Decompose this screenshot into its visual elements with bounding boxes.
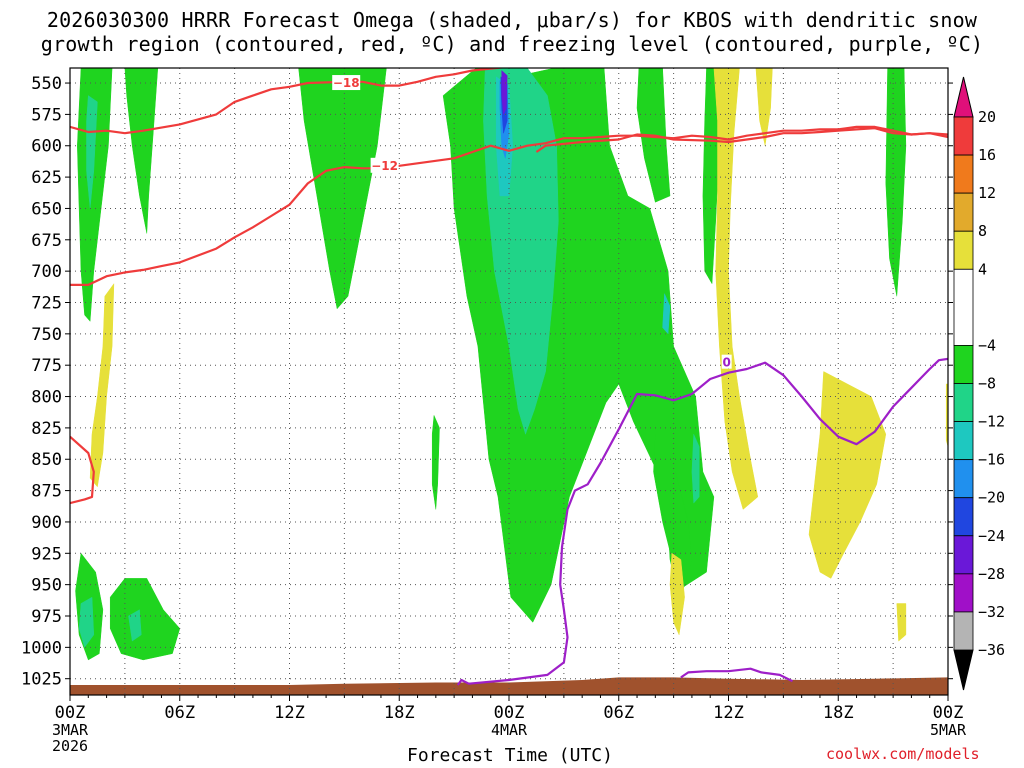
x-year-label: 2026: [52, 737, 88, 755]
colorbar-label: 12: [978, 184, 996, 202]
contour-label-bg: [332, 75, 361, 91]
y-tick-label: 625: [31, 168, 62, 188]
y-tick-label: 550: [31, 74, 62, 94]
dendritic-contour: [535, 127, 948, 153]
colorbar-band: [953, 497, 974, 537]
y-tick-label: 575: [31, 105, 62, 125]
colorbar-label: −8: [978, 375, 996, 393]
x-tick-label: 06Z: [164, 703, 195, 723]
watermark-link[interactable]: coolwx.com/models: [826, 745, 980, 763]
colorbar-band: [953, 421, 974, 461]
y-tick-label: 700: [31, 262, 62, 282]
colorbar-band: [953, 611, 974, 651]
omega-region-green-low-blob-2-6z: [109, 578, 181, 661]
y-tick-label: 725: [31, 293, 62, 313]
colorbar-band: [953, 268, 974, 346]
y-tick-label: 900: [31, 513, 62, 533]
colorbar-label: −12: [978, 413, 1005, 431]
omega-region-green-upper-band-3-5z: [124, 68, 159, 234]
colorbar-band: [953, 230, 974, 270]
y-tick-label: 650: [31, 199, 62, 219]
colorbar-band: [953, 535, 974, 575]
colorbar-band: [953, 573, 974, 613]
omega-region-violet-core-23-24z: [501, 69, 508, 116]
colorbar-label: 4: [978, 260, 987, 278]
colorbar-band: [953, 116, 974, 156]
colorbar-label: −24: [978, 527, 1005, 545]
x-tick-label: 12Z: [713, 703, 744, 723]
contour-label-bg: [370, 157, 399, 173]
colorbar-band: [953, 192, 974, 232]
freezing-level-contour-low: [680, 667, 793, 683]
colorbar-label: 8: [978, 222, 987, 240]
dendritic-contour-label: −12: [371, 159, 398, 173]
colorbar-label: 16: [978, 146, 996, 164]
y-tick-label: 775: [31, 356, 62, 376]
omega-region-teal-right-sliver-34z: [691, 434, 700, 504]
freezing-level-contour: [456, 357, 948, 686]
colorbar-top-cap: [953, 76, 974, 118]
x-tick-label: 06Z: [603, 703, 634, 723]
x-date-label: 4MAR: [491, 721, 528, 739]
y-tick-label: 975: [31, 607, 62, 627]
omega-region-yellow-dot-45z: [896, 603, 907, 642]
x-tick-label: 18Z: [823, 703, 854, 723]
colorbar-label: −16: [978, 451, 1005, 469]
omega-region-teal-low-blob-3-4z: [128, 609, 142, 642]
y-tick-label: 1025: [21, 670, 62, 690]
chart-title: 2026030300 HRRR Forecast Omega (shaded, …: [40, 8, 984, 56]
omega-region-green-upper-wedge-13-17z: [298, 68, 387, 310]
y-tick-label: 750: [31, 325, 62, 345]
y-tick-label: 800: [31, 388, 62, 408]
colorbar-bottom-cap: [953, 649, 974, 691]
x-tick-label: 00Z: [55, 703, 86, 723]
y-tick-label: 875: [31, 482, 62, 502]
y-tick-label: 925: [31, 544, 62, 564]
omega-region-yellow-column-35-38z: [713, 68, 759, 510]
x-date-label: 3MAR: [52, 721, 89, 739]
x-tick-label: 18Z: [384, 703, 415, 723]
y-tick-label: 825: [31, 419, 62, 439]
colorbar-label: −36: [978, 641, 1005, 659]
dendritic-contour: [70, 435, 95, 505]
x-tick-label: 00Z: [494, 703, 525, 723]
dendritic-contour-label: −18: [333, 76, 360, 90]
y-tick-label: 950: [31, 576, 62, 596]
omega-region-yellow-narrow-37z: [755, 68, 773, 146]
colorbar-label: −4: [978, 336, 996, 354]
dendritic-contour: [70, 125, 948, 286]
colorbar-band: [953, 345, 974, 384]
dendritic-contour: [70, 68, 508, 135]
y-tick-label: 600: [31, 137, 62, 157]
omega-region-green-right-band-44-46z: [885, 68, 907, 297]
omega-region-cyan-mid-sliver-32z: [662, 293, 671, 335]
x-date-label: 5MAR: [930, 721, 967, 739]
y-tick-label: 1000: [21, 638, 62, 658]
omega-region-yellow-blob-40-44z: [808, 371, 887, 579]
y-tick-label: 850: [31, 450, 62, 470]
contour-label-bg: [721, 354, 732, 369]
x-axis-title: Forecast Time (UTC): [407, 745, 613, 766]
omega-region-teal-low-blob-0-1z: [78, 596, 95, 648]
colorbar-label: −20: [978, 489, 1005, 507]
y-tick-label: 675: [31, 231, 62, 251]
colorbar-band: [953, 154, 974, 194]
colorbar-label: −28: [978, 565, 1005, 583]
omega-region-yellow-left-column-1-3z: [89, 282, 115, 488]
freezing-contour-label: 0: [722, 356, 730, 370]
terrain-fill: [70, 677, 948, 695]
colorbar-label: 20: [978, 108, 996, 126]
colorbar-label: −32: [978, 603, 1005, 621]
dendritic-contour: [554, 68, 557, 69]
x-tick-label: 12Z: [274, 703, 305, 723]
colorbar-band: [953, 459, 974, 499]
omega-region-green-mid-sliver-20z: [431, 414, 440, 510]
x-tick-label: 00Z: [933, 703, 964, 723]
colorbar-band: [953, 383, 974, 422]
